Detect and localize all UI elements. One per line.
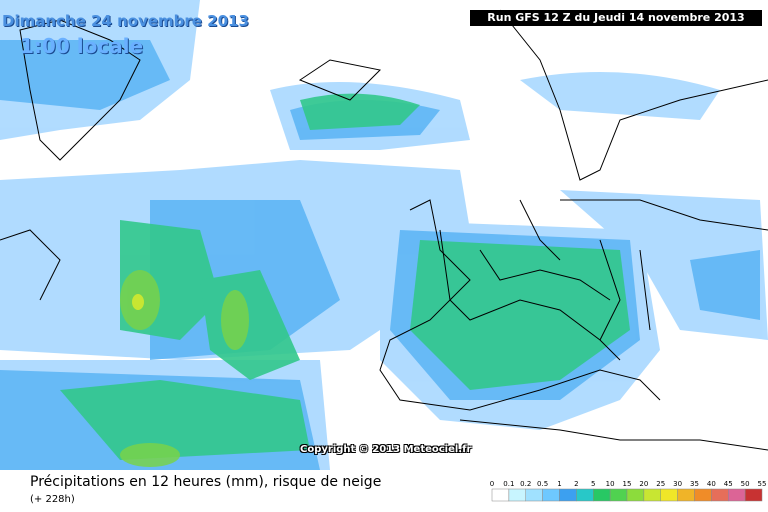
legend-label: 0.5 — [537, 480, 548, 488]
forecast-date: Dimanche 24 novembre 2013 — [2, 12, 249, 30]
legend-swatch — [491, 488, 510, 502]
legend-swatch — [677, 488, 695, 502]
legend-label: 1 — [557, 480, 561, 488]
legend-swatch — [508, 488, 526, 502]
legend-label: 25 — [656, 480, 665, 488]
legend-label: 0.2 — [520, 480, 531, 488]
legend-label: 2 — [574, 480, 578, 488]
legend: 0 0.1 0.2 0.5 1 2 5 10 15 20 25 30 35 40 45 50 55 — [490, 480, 766, 502]
legend-label: 20 — [639, 480, 648, 488]
legend-swatch — [626, 488, 645, 502]
legend-swatch — [711, 488, 729, 502]
legend-label: 0.1 — [503, 480, 514, 488]
legend-swatch — [576, 488, 594, 502]
legend-label: 30 — [673, 480, 682, 488]
legend-swatch — [593, 488, 611, 502]
legend-label: 15 — [623, 480, 632, 488]
model-run: Run GFS 12 Z du Jeudi 14 novembre 2013 — [470, 10, 762, 26]
map — [0, 0, 768, 470]
legend-label: 55 — [758, 480, 766, 488]
lead-time: (+ 228h) — [30, 494, 75, 505]
legend-swatch — [694, 488, 712, 502]
legend-swatch — [609, 488, 628, 502]
legend-label: 40 — [707, 480, 716, 488]
legend-swatch — [660, 488, 678, 502]
legend-swatch — [744, 488, 763, 502]
legend-swatch — [643, 488, 661, 502]
copyright: Copyright © 2013 Meteociel.fr — [300, 444, 472, 455]
legend-swatch — [542, 488, 560, 502]
forecast-hour: 1:00 locale — [20, 34, 144, 58]
legend-label: 0 — [490, 480, 494, 488]
legend-label: 10 — [606, 480, 615, 488]
legend-swatch — [525, 488, 543, 502]
legend-label: 50 — [741, 480, 750, 488]
legend-label: 35 — [690, 480, 699, 488]
legend-label: 5 — [591, 480, 595, 488]
legend-swatch — [559, 488, 577, 502]
legend-label: 45 — [724, 480, 733, 488]
footer-title: Précipitations en 12 heures (mm), risque… — [30, 474, 382, 490]
legend-swatch — [728, 488, 746, 502]
